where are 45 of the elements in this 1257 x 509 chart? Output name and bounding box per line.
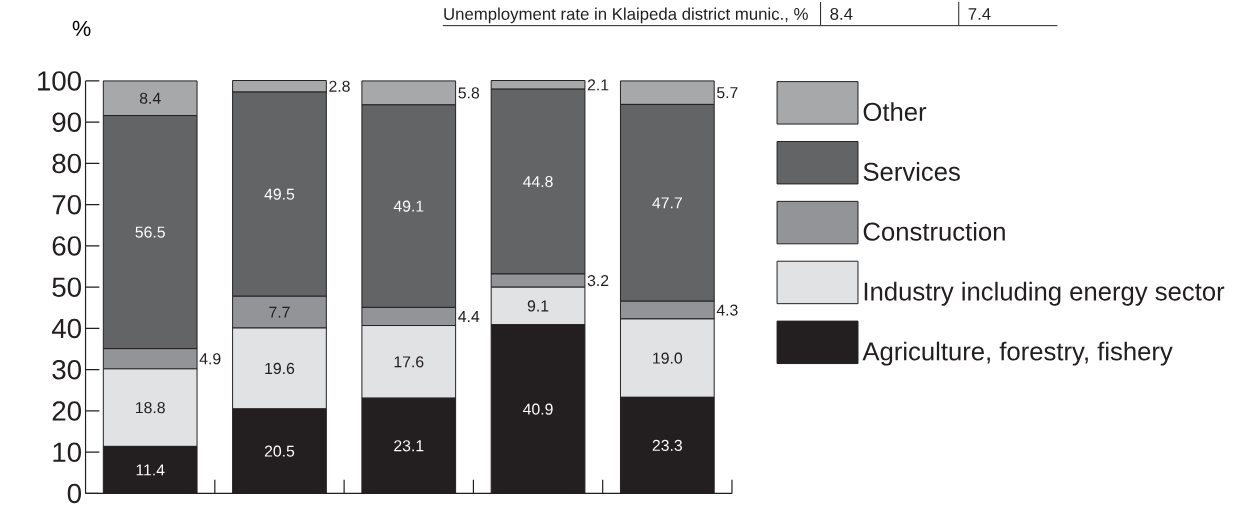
data-label: 49.1 — [393, 200, 424, 212]
y-tick-label: 40 — [51, 318, 81, 339]
legend-label: Agriculture, forestry, fishery — [862, 341, 1173, 366]
y-tick-label: 30 — [52, 359, 81, 380]
text: 8.4 — [830, 7, 853, 20]
data-label: 18.8 — [136, 401, 165, 414]
y-tick-label: 100 — [38, 71, 81, 91]
data-label: 17.6 — [394, 356, 424, 368]
data-label: 20.5 — [264, 445, 295, 457]
legend-label: Industry including energy sector — [864, 281, 1225, 306]
data-label: 56.5 — [135, 226, 165, 238]
y-tick-label: 80 — [52, 153, 81, 174]
data-label: 2.8 — [329, 80, 350, 92]
data-label: 23.1 — [394, 440, 424, 452]
data-label: 40.9 — [523, 403, 553, 415]
legend-label: Services — [863, 161, 960, 181]
data-label: 11.4 — [136, 464, 165, 476]
data-label: 19.0 — [653, 352, 683, 364]
y-tick-label: 20 — [52, 401, 81, 421]
data-label: 4.4 — [458, 310, 480, 322]
data-label: 2.1 — [587, 79, 609, 91]
data-label: 47.7 — [652, 197, 682, 209]
legend-label: Other — [863, 102, 927, 121]
data-label: 9.1 — [527, 300, 549, 312]
y-tick-label: 10 — [53, 442, 81, 462]
data-label: 3.2 — [587, 274, 609, 287]
data-label: 5.8 — [458, 87, 480, 99]
data-label: 44.8 — [523, 175, 553, 188]
y-tick-label: 70 — [52, 194, 81, 215]
data-label: 19.6 — [265, 362, 295, 374]
y-tick-label: 50 — [52, 277, 81, 297]
text: Unemployment rate in Klaipeda district munic., % — [444, 7, 808, 24]
legend-label: Construction — [863, 221, 1005, 241]
text: 7.4 — [968, 8, 991, 20]
y-axis-title: % — [72, 20, 91, 36]
data-label: 4.9 — [199, 353, 221, 365]
data-label: 23.3 — [652, 439, 682, 451]
data-label: 8.4 — [139, 92, 161, 104]
y-tick-label: 90 — [52, 112, 81, 132]
data-label: 49.5 — [264, 188, 295, 200]
y-tick-label: 0 — [67, 483, 81, 504]
data-label: 4.3 — [716, 304, 738, 316]
data-label: 5.7 — [717, 87, 738, 99]
data-label: 7.7 — [269, 306, 290, 318]
y-tick-label: 60 — [52, 236, 81, 256]
